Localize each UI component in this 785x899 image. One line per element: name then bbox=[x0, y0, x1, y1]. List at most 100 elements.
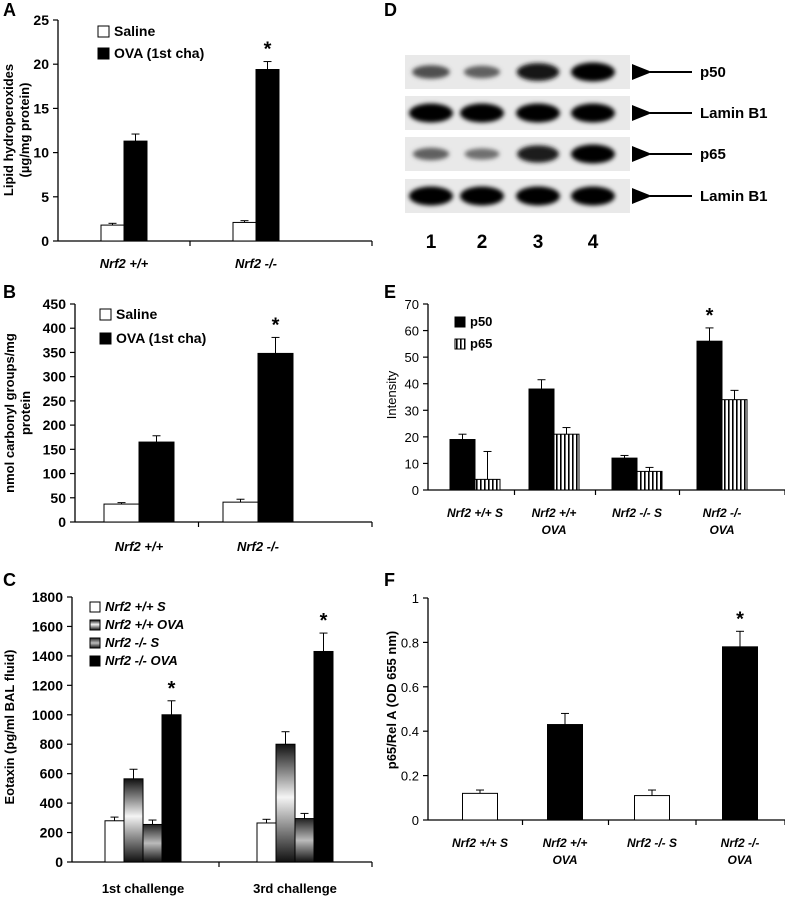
y-tick-label: 300 bbox=[43, 369, 67, 385]
bar bbox=[257, 352, 294, 523]
significance-asterisk: * bbox=[264, 39, 272, 61]
bar bbox=[474, 478, 501, 491]
bar bbox=[161, 714, 182, 863]
y-tick-label: 20 bbox=[405, 430, 419, 445]
y-tick-label: 1800 bbox=[32, 589, 63, 605]
significance-asterisk: * bbox=[706, 305, 714, 327]
lane-number: 3 bbox=[533, 232, 544, 253]
bar bbox=[255, 69, 280, 242]
category-label: Nrf2 -/- bbox=[703, 506, 742, 520]
blot-band bbox=[571, 103, 615, 123]
legend-label: Saline bbox=[114, 23, 155, 39]
blot-row-label: Lamin B1 bbox=[700, 188, 768, 205]
legend-swatch bbox=[99, 308, 112, 321]
legend-label: Nrf2 +/+ OVA bbox=[105, 617, 184, 632]
category-label: 3rd challenge bbox=[253, 881, 337, 896]
y-tick-label: 100 bbox=[43, 466, 67, 482]
significance-asterisk: * bbox=[168, 678, 176, 700]
legend-label: OVA (1st cha) bbox=[114, 45, 204, 61]
bar bbox=[721, 399, 748, 491]
bar bbox=[104, 820, 125, 863]
y-tick-label: 70 bbox=[405, 297, 419, 312]
y-axis-label-line: (µg/mg protein) bbox=[17, 83, 32, 178]
blot-row-label: p65 bbox=[700, 146, 726, 163]
y-tick-label: 1 bbox=[412, 591, 419, 606]
bar bbox=[553, 433, 580, 491]
category-label: OVA bbox=[541, 523, 566, 537]
y-tick-label: 0 bbox=[412, 483, 419, 498]
blot-band bbox=[464, 148, 500, 160]
y-tick-label: 600 bbox=[40, 766, 64, 782]
y-tick-label: 450 bbox=[43, 296, 67, 312]
category-label: Nrf2 +/+ bbox=[532, 506, 577, 520]
y-tick-label: 250 bbox=[43, 393, 67, 409]
category-label: OVA bbox=[552, 853, 577, 867]
blot-band bbox=[517, 145, 559, 163]
bar bbox=[696, 340, 723, 491]
blot-row-label: p50 bbox=[700, 64, 726, 81]
legend-label: OVA (1st cha) bbox=[116, 330, 206, 346]
legend-swatch bbox=[89, 619, 101, 631]
bar bbox=[462, 792, 498, 821]
legend-label: Saline bbox=[116, 306, 157, 322]
y-axis-label-line: nmol carbonyl groups/mg bbox=[2, 333, 17, 493]
bar bbox=[722, 646, 758, 821]
bar bbox=[222, 501, 259, 523]
chart-panel-b: 0 50 100 150 200 250 300 350 400 450 nmol carbonyl… bbox=[2, 296, 373, 554]
y-tick-label: 1400 bbox=[32, 648, 63, 664]
blot-band bbox=[571, 144, 615, 164]
y-tick-label: 15 bbox=[33, 100, 49, 116]
panel-letter-b: B bbox=[3, 282, 16, 302]
bar bbox=[528, 388, 555, 491]
bar bbox=[634, 795, 670, 821]
y-tick-label: 0 bbox=[58, 514, 66, 530]
category-label: 1st challenge bbox=[102, 881, 184, 896]
y-axis-label-line: protein bbox=[18, 391, 33, 435]
category-label: OVA bbox=[727, 853, 752, 867]
panel-letter-c: C bbox=[3, 570, 16, 590]
chart-panel-a: 0 5 10 15 20 25 Lipid hydroperoxides (µg/mg pro… bbox=[1, 12, 373, 271]
legend-swatch bbox=[97, 47, 110, 60]
legend-swatch bbox=[89, 601, 101, 613]
lane-number: 2 bbox=[477, 232, 488, 253]
y-tick-label: 10 bbox=[405, 456, 419, 471]
western-blot-panel-d: p50 Lamin B1 p65 Lamin B1 1 2 3 4 bbox=[405, 55, 768, 253]
panel-letter-a: A bbox=[3, 0, 16, 20]
category-label: Nrf2 +/+ S bbox=[452, 836, 508, 850]
bar bbox=[123, 140, 148, 242]
bar bbox=[256, 822, 277, 863]
bar bbox=[449, 439, 476, 491]
y-tick-label: 0 bbox=[55, 854, 63, 870]
y-tick-label: 0 bbox=[41, 233, 49, 249]
y-tick-label: 60 bbox=[405, 324, 419, 339]
y-tick-label: 30 bbox=[405, 403, 419, 418]
bar bbox=[275, 743, 296, 863]
y-axis-label-line: Lipid hydroperoxides bbox=[1, 64, 16, 196]
blot-band bbox=[412, 65, 450, 79]
bar bbox=[611, 457, 638, 491]
y-tick-label: 0 bbox=[412, 813, 419, 828]
bar bbox=[294, 818, 315, 863]
significance-asterisk: * bbox=[272, 314, 280, 336]
legend-swatch bbox=[454, 338, 466, 350]
category-label: Nrf2 +/+ bbox=[543, 836, 588, 850]
legend-label: p65 bbox=[470, 336, 492, 351]
blot-band bbox=[571, 186, 615, 206]
chart-panel-e: 0 10 20 30 40 50 60 70 Intensity * Nrf2 +/+ S Nrf2 … bbox=[384, 297, 785, 537]
blot-row-label: Lamin B1 bbox=[700, 105, 768, 122]
category-label: Nrf2 -/- bbox=[235, 256, 277, 271]
lane-number: 4 bbox=[588, 232, 599, 253]
legend-label: Nrf2 +/+ S bbox=[105, 599, 166, 614]
bar bbox=[232, 221, 257, 242]
y-axis-label: p65/Rel A (OD 655 nm) bbox=[384, 631, 399, 769]
legend-swatch bbox=[454, 316, 466, 328]
blot-band bbox=[460, 103, 504, 123]
chart-panel-f: 0 0.2 0.4 0.6 0.8 1 p65/Rel A (OD 655 nm) * Nrf2… bbox=[384, 591, 785, 867]
y-axis-label: Eotaxin (pg/ml BAL fluid) bbox=[2, 649, 17, 804]
y-tick-label: 150 bbox=[43, 441, 67, 457]
bar bbox=[547, 724, 583, 821]
category-label: Nrf2 +/+ S bbox=[447, 506, 503, 520]
legend-swatch bbox=[99, 332, 112, 345]
y-tick-label: 0.8 bbox=[401, 635, 419, 650]
